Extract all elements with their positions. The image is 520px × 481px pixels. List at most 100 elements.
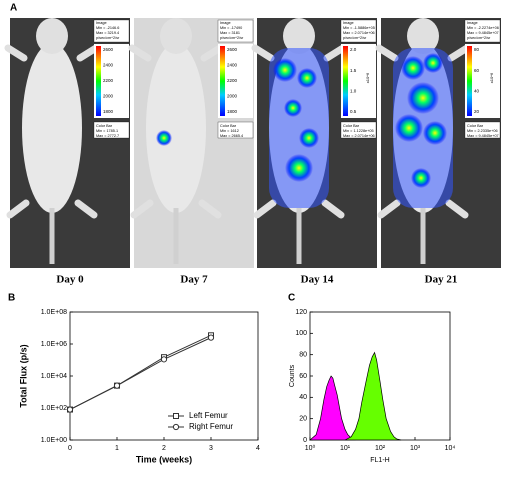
scale-tick-label: 60 <box>474 68 480 73</box>
panel-label: C <box>288 293 295 304</box>
y-tick-label: 120 <box>295 309 307 316</box>
panel-label: B <box>8 293 15 304</box>
x-tick-label: 1 <box>115 445 119 452</box>
info-text: Max = 3219.4 <box>96 31 119 35</box>
color-bar-box <box>340 121 377 139</box>
scale-tick-label: 2.0 <box>350 47 357 52</box>
x-tick-label: 10² <box>375 445 386 452</box>
signal-spot <box>411 168 431 188</box>
scale-tick-label: 1.5 <box>350 68 357 73</box>
scale-tick-label: 2400 <box>227 63 238 68</box>
x-tick-label: 3 <box>209 445 213 452</box>
mouse-limbs <box>128 44 224 219</box>
signal-spot <box>285 154 313 182</box>
scale-tick-label: 1800 <box>103 109 114 114</box>
legend-label: Right Femur <box>189 422 233 431</box>
panel-label: A <box>10 3 17 14</box>
x-axis-title: FL1-H <box>370 457 389 464</box>
info-text: p/sec/cm^2/sr <box>467 36 491 40</box>
legend-marker <box>173 413 179 419</box>
info-box <box>93 19 130 43</box>
scale-tick-label: 80 <box>474 47 480 52</box>
y-tick-label: 1.0E+00 <box>41 437 67 444</box>
color-bar-text: Max = 2772.7 <box>96 134 119 138</box>
info-text: p/sec/cm^2/sr <box>96 36 120 40</box>
info-box <box>217 19 254 43</box>
signal-spot <box>273 58 297 82</box>
color-bar-text: Color Bar <box>220 124 237 128</box>
legend-marker <box>172 423 180 431</box>
signal-spot <box>395 114 423 142</box>
y-tick-label: 1.0E+04 <box>41 373 67 380</box>
mouse-limbs <box>4 44 100 219</box>
mouse-limbs <box>251 44 347 219</box>
day-label: Day 7 <box>180 274 208 286</box>
day-label: Day 14 <box>301 274 334 286</box>
mouse-limbs <box>375 44 471 219</box>
scale-tick-label: 1.0 <box>350 89 357 94</box>
color-bar-box <box>93 121 130 139</box>
scale-unit: x10^6 <box>489 72 494 83</box>
signal-spot <box>297 68 317 88</box>
color-bar-text: Min = 1785.1 <box>96 129 118 133</box>
scale-tick-label: 2200 <box>227 78 238 83</box>
signal-spot <box>401 56 425 80</box>
scale-tick-label: 2600 <box>227 47 238 52</box>
plot-frame <box>69 311 259 441</box>
x-tick-label: 10³ <box>410 445 421 452</box>
color-scale <box>343 46 348 116</box>
scale-tick-label: 2000 <box>227 94 238 99</box>
mouse-head <box>283 18 315 54</box>
mouse-head <box>407 18 439 54</box>
info-text: Min = -2146.6 <box>96 26 119 30</box>
data-point <box>66 406 74 413</box>
signal-spot <box>423 121 447 145</box>
info-text: Min = -2.2274e+06 <box>467 26 499 30</box>
scale-tick-label: 1800 <box>227 109 238 114</box>
signal-spot <box>407 82 439 114</box>
color-scale <box>96 46 101 116</box>
signal-haze <box>269 48 329 208</box>
info-text: Min = -17490 <box>220 26 242 30</box>
x-tick-label: 0 <box>68 445 72 452</box>
color-bar-text: Min = 1.1228e+05 <box>343 129 374 133</box>
x-tick-label: 10⁴ <box>445 445 456 452</box>
mouse-body <box>146 43 206 213</box>
series-line <box>69 337 212 410</box>
scale-tick-label: 2000 <box>103 94 114 99</box>
color-bar-text: Max = 2.0714e+06 <box>343 134 375 138</box>
y-tick-label: 40 <box>299 394 307 401</box>
scale-tick-label: 40 <box>474 89 480 94</box>
x-axis-title: Time (weeks) <box>136 454 192 464</box>
signal-spot <box>156 130 172 146</box>
data-point <box>113 382 121 389</box>
info-text: p/sec/cm^2/sr <box>343 36 367 40</box>
info-text: Image <box>220 21 231 25</box>
info-text: p/sec/cm^2/sr <box>220 36 244 40</box>
day-label: Day 0 <box>56 274 84 286</box>
mouse-head <box>160 18 192 54</box>
y-axis-title: Total Flux (p/s) <box>18 344 28 407</box>
info-text: Image <box>343 21 354 25</box>
day-label: Day 21 <box>425 274 458 286</box>
color-bar-text: Color Bar <box>96 124 113 128</box>
color-bar-text: Color Bar <box>343 124 360 128</box>
y-tick-label: 1.0E+08 <box>41 309 67 316</box>
info-text: Max = 3181 <box>220 31 240 35</box>
y-tick-label: 100 <box>295 330 307 337</box>
color-scale <box>220 46 225 116</box>
scale-tick-label: 20 <box>474 109 480 114</box>
color-bar-text: Max = 9.4845e+07 <box>467 134 499 138</box>
x-tick-label: 4 <box>256 445 260 452</box>
color-bar-text: Min = 2.2335e+06 <box>467 129 498 133</box>
info-text: Max = 9.4845e+07 <box>467 31 499 35</box>
scale-tick-label: 2600 <box>103 47 114 52</box>
histogram-area <box>344 351 402 441</box>
scale-tick-label: 2400 <box>103 63 114 68</box>
signal-spot <box>423 53 443 73</box>
info-box <box>464 19 501 43</box>
color-bar-text: Min = 1612 <box>220 129 239 133</box>
data-point <box>207 334 215 341</box>
info-text: Min = -1.5886e+05 <box>343 26 375 30</box>
